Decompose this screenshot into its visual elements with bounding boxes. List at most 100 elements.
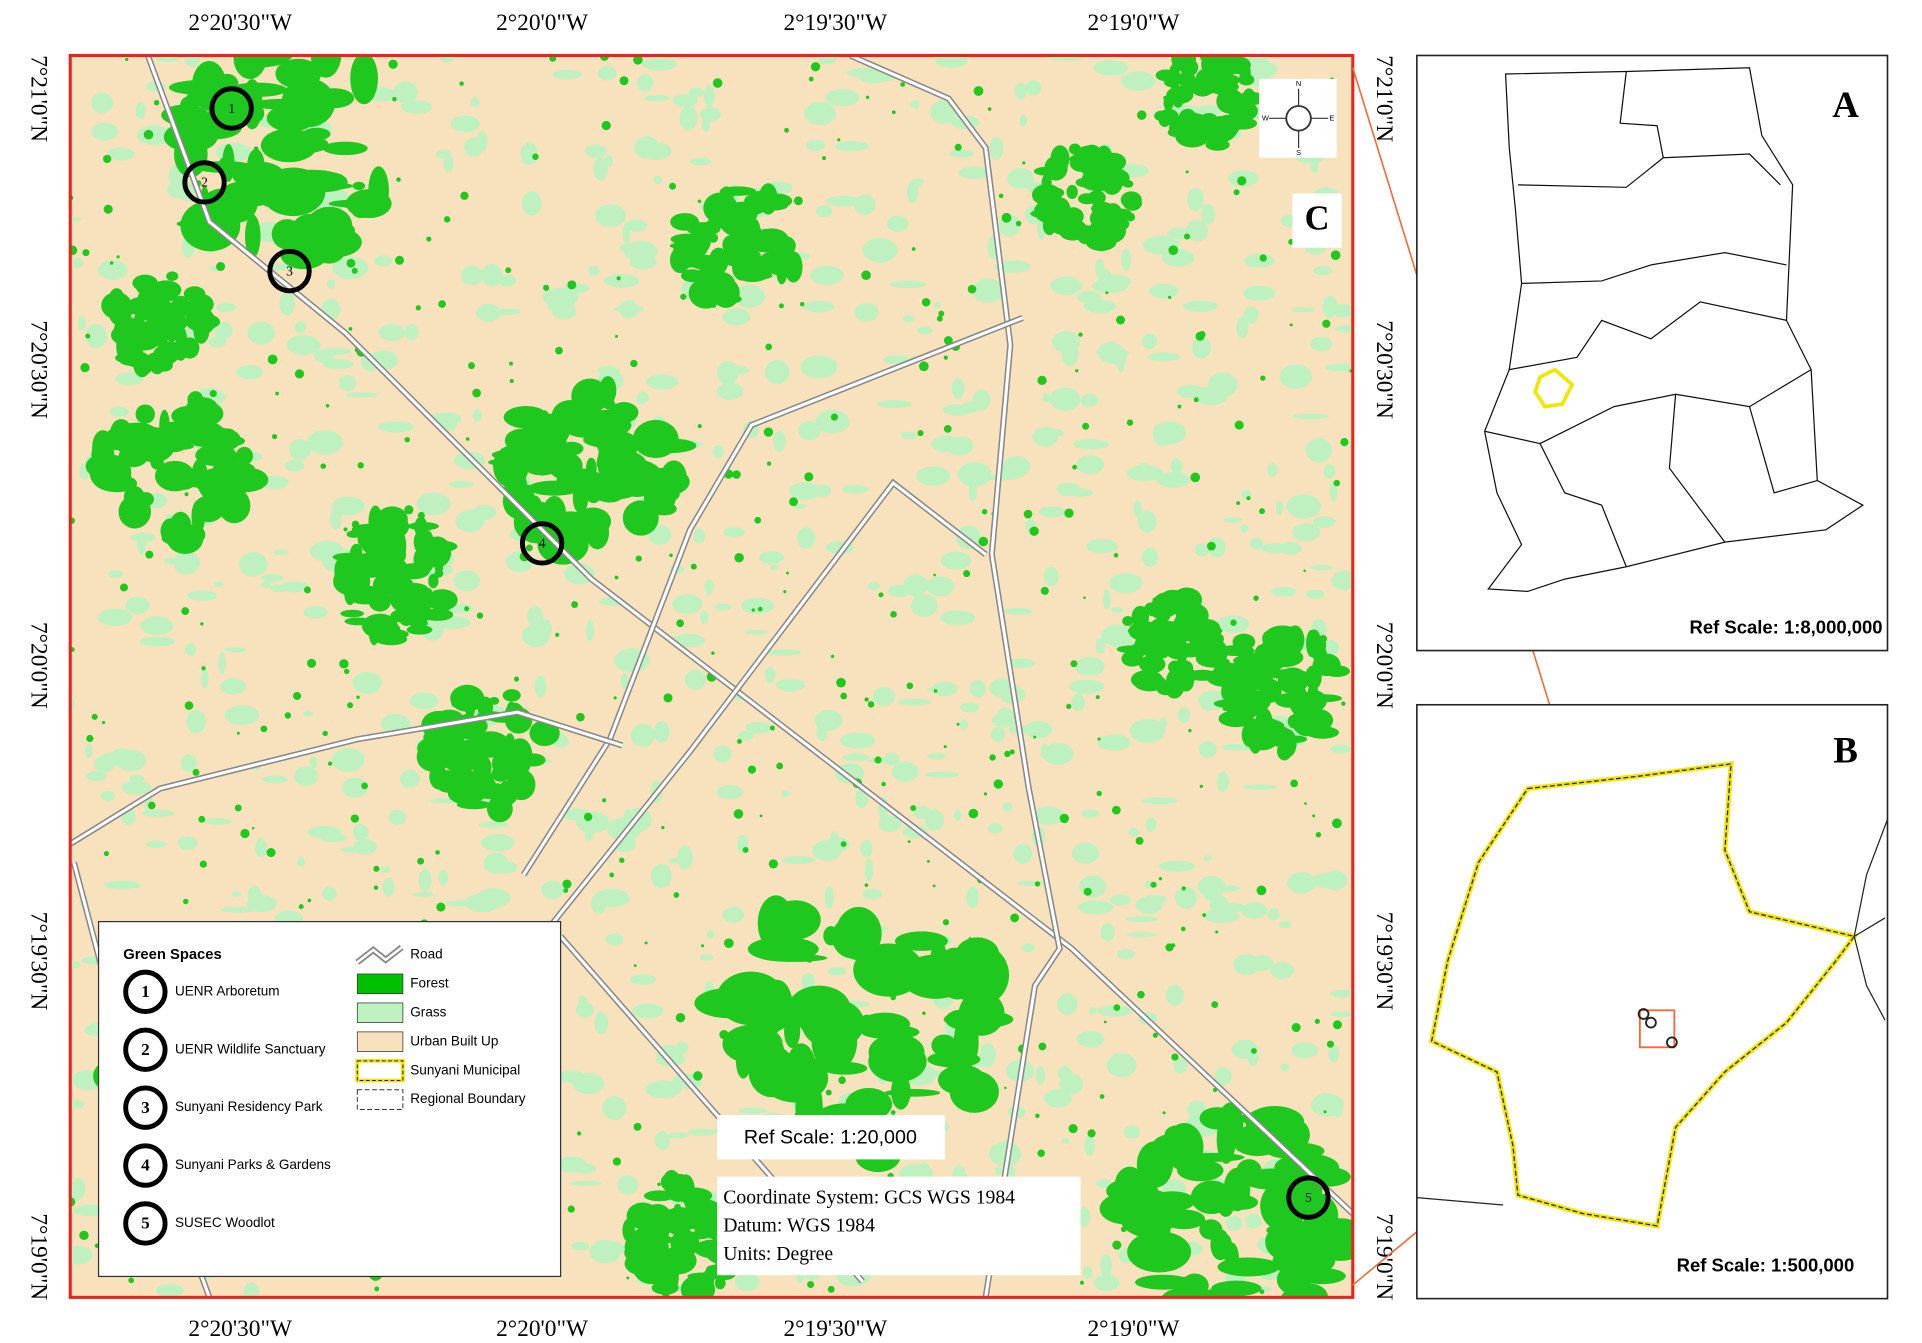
- grass-patch: [759, 550, 784, 564]
- grass-patch: [872, 687, 895, 706]
- map-frame: [68, 53, 1355, 1299]
- forest-speck: [749, 1050, 757, 1058]
- grass-patch: [260, 574, 284, 582]
- grass-patch: [158, 810, 175, 816]
- forest-speck: [1116, 315, 1126, 325]
- grass-patch: [224, 647, 247, 653]
- site-number: 4: [539, 536, 546, 551]
- panel-b: [1416, 703, 1889, 1300]
- forest-speck: [669, 553, 673, 558]
- forest-speck: [1330, 250, 1341, 261]
- forest-speck: [1137, 990, 1145, 999]
- grass-patch: [1216, 771, 1230, 792]
- grass-patch: [177, 836, 198, 851]
- forest-speck: [993, 779, 1003, 789]
- grass-patch: [1111, 607, 1124, 613]
- grass-patch: [400, 100, 433, 114]
- forest-patch: [1226, 121, 1239, 137]
- forest-speck: [767, 914, 774, 922]
- grass-patch: [322, 886, 337, 901]
- forest-speck: [693, 1071, 703, 1081]
- forest-speck: [130, 298, 139, 307]
- grass-patch: [184, 643, 196, 656]
- forest-speck: [143, 129, 154, 140]
- grass-patch: [942, 611, 968, 624]
- forest-speck: [1246, 496, 1251, 501]
- forest-speck: [864, 697, 869, 702]
- forest-patch: [275, 58, 322, 89]
- grass-patch: [97, 260, 128, 280]
- grass-patch: [306, 430, 344, 455]
- forest-patch: [154, 460, 195, 492]
- forest-speck: [70, 245, 78, 256]
- forest-patch: [1208, 639, 1228, 666]
- grass-patch: [107, 570, 124, 578]
- forest-patch: [125, 352, 143, 361]
- grass-patch: [70, 216, 82, 222]
- forest-speck: [361, 782, 368, 790]
- forest-patch: [1307, 629, 1321, 649]
- forest-speck: [1179, 115, 1189, 125]
- site-dots: [1637, 1008, 1678, 1049]
- forest-patch: [1155, 69, 1176, 82]
- grass-patch: [1329, 744, 1353, 754]
- forest-speck: [373, 865, 380, 872]
- forest-patch: [115, 313, 132, 326]
- grass-patch: [800, 355, 838, 379]
- forest-patch: [195, 444, 237, 467]
- grass-patch: [810, 265, 844, 286]
- forest-speck: [1323, 1110, 1327, 1114]
- longitude-label: 2°20'0"W: [496, 10, 589, 36]
- grass-patch: [1250, 955, 1274, 972]
- forest-patch: [352, 181, 366, 191]
- forest-speck: [1113, 553, 1119, 558]
- forest-speck: [472, 388, 481, 398]
- forest-speck: [779, 303, 784, 309]
- grass-patch: [1097, 734, 1131, 751]
- grass-patch: [1270, 586, 1297, 597]
- forest-patch: [622, 1218, 635, 1242]
- grass-patch: [913, 805, 931, 819]
- grass-patch: [1250, 537, 1264, 550]
- forest-speck: [1177, 404, 1182, 409]
- grass-patch: [1142, 333, 1157, 350]
- grass-patch: [98, 608, 133, 627]
- grass-patch: [107, 147, 135, 161]
- forest-speck: [1104, 1214, 1110, 1219]
- grass-patch: [575, 1001, 595, 1018]
- forest-patch: [413, 528, 434, 556]
- grass-patch: [1322, 295, 1338, 318]
- forest-speck: [711, 651, 715, 655]
- longitude-label: 2°20'0"W: [496, 1316, 589, 1342]
- forest-speck: [891, 110, 896, 115]
- forest-patch: [457, 745, 482, 771]
- grass-patch: [889, 280, 927, 289]
- forest-speck: [911, 247, 916, 251]
- grass-patch: [1123, 1125, 1140, 1139]
- forest-patch: [426, 589, 458, 611]
- grass-patch: [1241, 902, 1268, 919]
- grass-patch: [1083, 299, 1117, 313]
- grass-patch: [208, 336, 227, 348]
- panel-label-box: [1292, 193, 1342, 248]
- forest-patch: [512, 425, 564, 451]
- grass-patch: [279, 291, 295, 316]
- grass-patch: [1231, 1039, 1258, 1059]
- legend-box: [97, 920, 562, 1278]
- forest-speck: [184, 492, 189, 497]
- forest-speck: [822, 156, 826, 161]
- grass-patch: [293, 766, 319, 786]
- grass-patch: [940, 551, 972, 570]
- grass-patch: [1080, 393, 1099, 407]
- grass-patch: [704, 579, 714, 595]
- forest-speck: [1168, 295, 1172, 300]
- forest-patch: [931, 934, 944, 979]
- forest-speck: [1341, 701, 1346, 706]
- forest-patch: [1096, 167, 1130, 189]
- forest-speck: [320, 463, 327, 469]
- grass-patch: [393, 81, 418, 104]
- grass-patch: [121, 780, 152, 795]
- forest-speck: [697, 424, 702, 429]
- forest-patch: [749, 235, 781, 253]
- forest-speck: [1237, 176, 1247, 186]
